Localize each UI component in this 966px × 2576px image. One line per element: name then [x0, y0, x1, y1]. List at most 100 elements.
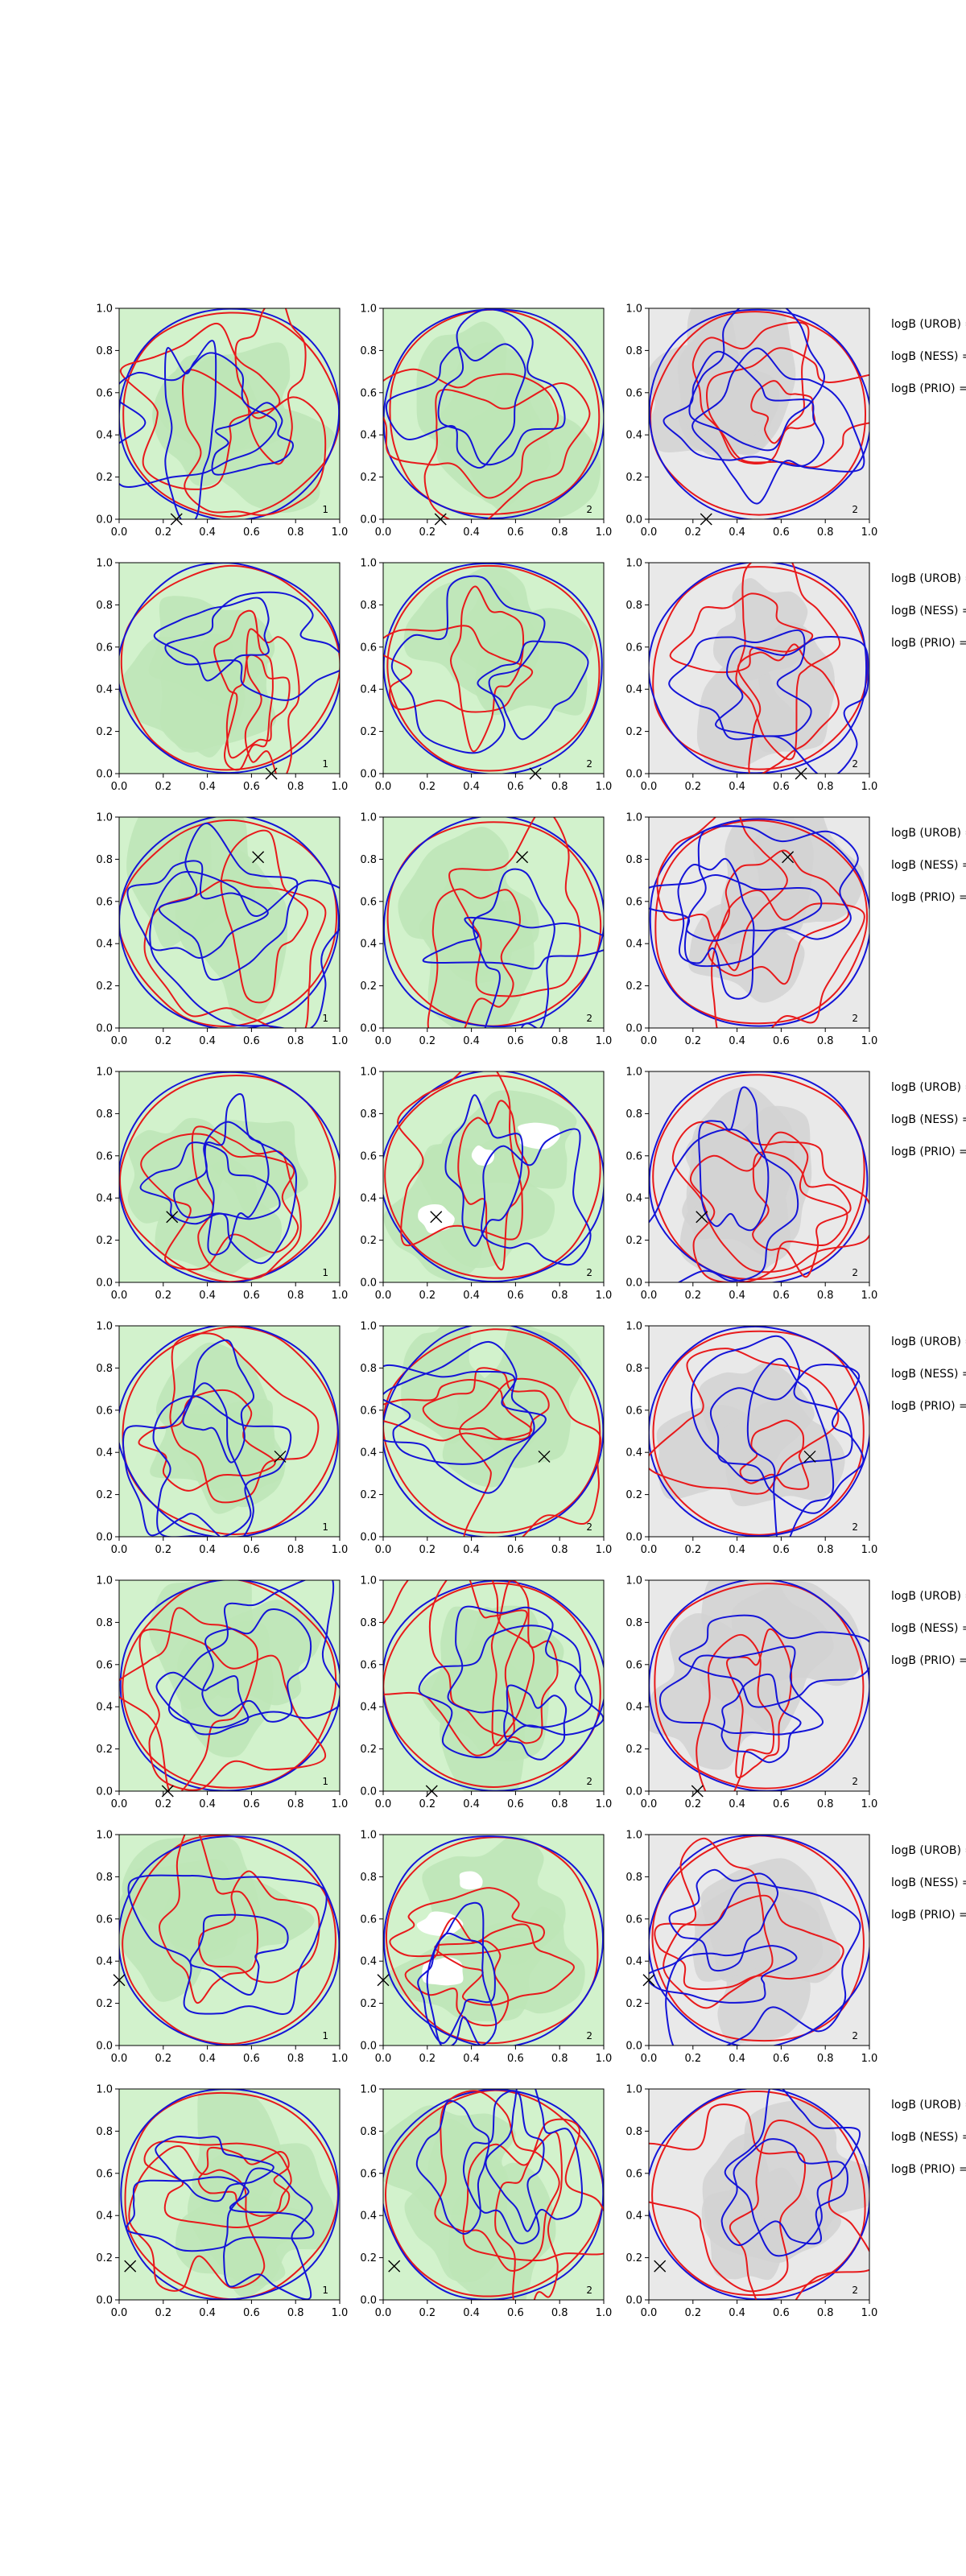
x-tick-label: 1.0	[861, 1290, 878, 1302]
panel-number: 2	[586, 758, 592, 770]
y-tick-label: 1.0	[96, 558, 113, 570]
x-tick-label: 1.0	[861, 1035, 878, 1047]
x-tick-label: 0.4	[199, 526, 216, 539]
y-tick-label: 0.2	[625, 1998, 642, 2010]
blue-contour	[663, 350, 825, 468]
x-tick-label: 0.6	[243, 1035, 260, 1047]
blue-contour	[119, 352, 278, 488]
axes-frame	[648, 1325, 870, 1538]
logb-label: logB (PRIO) =	[891, 637, 966, 650]
logb-label: logB (UROB) =	[891, 1081, 966, 1094]
blue-contour-outer	[383, 1580, 604, 1791]
y-tick-label: 0.8	[96, 345, 113, 357]
x-tick-label: 0.8	[551, 1798, 568, 1810]
red-contour-outer	[385, 1836, 599, 2045]
red-contour-outer	[120, 564, 340, 771]
shaded-region	[474, 608, 594, 716]
blue-contour	[390, 575, 546, 754]
logb-label: logB (NESS) =	[891, 1876, 966, 1889]
blue-contour	[649, 1128, 799, 1282]
x-tick-label: 0.6	[507, 1290, 524, 1302]
x-tick-label: 1.0	[596, 2053, 613, 2065]
x-tick-label: 0.8	[817, 2053, 834, 2065]
y-tick-label: 0.6	[96, 2168, 113, 2180]
x-tick-label: 1.0	[861, 781, 878, 793]
blue-contour	[720, 1673, 802, 1764]
x-tick-label: 0.4	[463, 2307, 480, 2319]
axes-frame	[382, 1579, 605, 1792]
blue-contour-outer	[119, 1580, 340, 1791]
y-tick-label: 0.2	[96, 1489, 113, 1501]
red-contour	[654, 1894, 844, 1990]
blank-region	[518, 1122, 560, 1150]
y-tick-label: 0.6	[360, 387, 377, 399]
x-tick-label: 0.6	[507, 2053, 524, 2065]
blue-contour	[182, 1339, 254, 1463]
y-tick-label: 0.0	[96, 1532, 113, 1544]
blue-contour-outer	[383, 2089, 604, 2300]
y-tick-label: 0.2	[360, 472, 377, 484]
panel-r4-c1: 1 0.0 0.2 0.4 0.6 0.8 1.0 0.0 0.2 0.4 0.6 0.8 1.0	[96, 1067, 348, 1302]
x-tick-label: 0.2	[155, 2307, 171, 2319]
axes-frame	[118, 1325, 341, 1538]
x-tick-label: 0.8	[817, 1798, 834, 1810]
y-tick-label: 0.2	[360, 2252, 377, 2264]
marker-x	[516, 851, 529, 864]
shaded-region	[205, 1600, 322, 1706]
x-tick-label: 1.0	[332, 781, 349, 793]
y-tick-label: 1.0	[360, 1321, 377, 1333]
red-contour	[726, 1628, 793, 1779]
x-tick-label: 0.2	[155, 1290, 171, 1302]
y-tick-label: 0.0	[360, 1532, 377, 1544]
x-tick-label: 0.4	[463, 781, 480, 793]
y-tick-label: 0.2	[360, 1744, 377, 1756]
y-tick-label: 0.2	[96, 2252, 113, 2264]
x-tick-label: 0.4	[199, 1035, 216, 1047]
y-tick-label: 0.8	[96, 1363, 113, 1375]
x-tick-label: 0.2	[684, 526, 701, 539]
x-tick-label: 0.4	[463, 1798, 480, 1810]
x-tick-label: 0.2	[419, 526, 436, 539]
y-tick-label: 0.6	[96, 1150, 113, 1162]
red-contour	[423, 382, 591, 519]
x-tick-label: 0.2	[419, 1290, 436, 1302]
x-tick-label: 0.2	[155, 526, 171, 539]
x-tick-label: 0.2	[155, 781, 171, 793]
y-tick-label: 0.0	[625, 1023, 642, 1035]
y-tick-label: 0.6	[625, 896, 642, 908]
red-contour	[656, 817, 788, 972]
x-tick-label: 0.2	[419, 2053, 436, 2065]
red-contour	[649, 2103, 807, 2293]
x-tick-label: 0.6	[507, 1798, 524, 1810]
x-tick-label: 0.0	[375, 526, 392, 539]
logb-label: logB (UROB) =	[891, 318, 966, 331]
blue-contour-outer	[649, 2089, 869, 2300]
x-tick-label: 0.0	[641, 781, 658, 793]
y-tick-label: 0.6	[96, 1659, 113, 1671]
panel-r5-c2: 2 0.0 0.2 0.4 0.6 0.8 1.0 0.0 0.2 0.4 0.6 0.8 1.0	[360, 1321, 612, 1557]
x-tick-label: 0.6	[773, 781, 790, 793]
x-tick-label: 0.2	[155, 1035, 171, 1047]
x-tick-label: 0.0	[641, 1290, 658, 1302]
blue-contour-outer	[119, 563, 340, 774]
y-tick-label: 0.4	[625, 1447, 642, 1459]
blue-contour	[503, 1684, 568, 1761]
panel-r8-c2: 2 0.0 0.2 0.4 0.6 0.8 1.0 0.0 0.2 0.4 0.6 0.8 1.0	[360, 2084, 612, 2320]
red-contour	[213, 609, 274, 771]
y-tick-label: 0.0	[96, 2041, 113, 2053]
y-tick-label: 0.6	[360, 896, 377, 908]
axes-frame	[118, 308, 341, 520]
panel-r2-c3: 2 0.0 0.2 0.4 0.6 0.8 1.0 0.0 0.2 0.4 0.6 0.8 1.0	[625, 558, 878, 794]
x-tick-label: 0.0	[111, 2053, 128, 2065]
y-tick-label: 0.2	[96, 980, 113, 993]
panel-number: 1	[322, 2030, 328, 2041]
x-tick-label: 0.6	[773, 1290, 790, 1302]
marker-x	[803, 1450, 816, 1463]
y-tick-label: 0.0	[96, 514, 113, 526]
y-tick-label: 0.4	[625, 430, 642, 442]
axes-frame	[648, 308, 870, 520]
x-tick-label: 1.0	[332, 1035, 349, 1047]
red-contour	[689, 1131, 848, 1282]
y-tick-label: 0.4	[625, 684, 642, 696]
blue-contour	[127, 1874, 328, 2015]
